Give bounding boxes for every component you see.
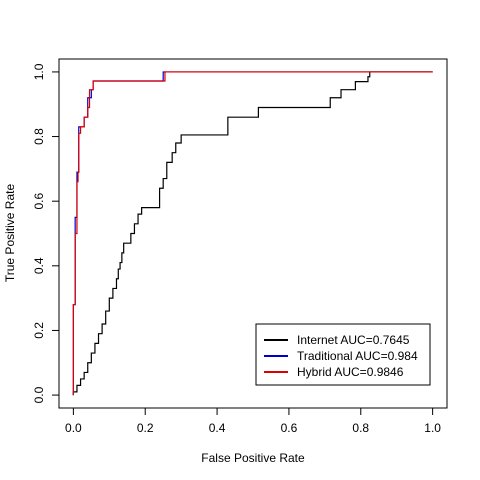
x-tick-label: 0.6: [281, 421, 298, 435]
y-tick-label: 0.4: [32, 257, 46, 274]
legend-label: Hybrid AUC=0.9846: [297, 365, 404, 379]
x-tick-label: 0.4: [209, 421, 226, 435]
legend-label: Internet AUC=0.7645: [297, 333, 410, 347]
x-tick-label: 1.0: [424, 421, 441, 435]
y-tick-label: 0.8: [32, 128, 46, 145]
x-axis: 0.0 0.2 0.4 0.6 0.8 1.0: [65, 408, 441, 435]
series-line-1: [72, 71, 433, 396]
legend-box: [255, 323, 431, 386]
x-tick-label: 0.2: [137, 421, 154, 435]
x-tick-label: 0.0: [65, 421, 82, 435]
legend: Internet AUC=0.7645 Traditional AUC=0.984…: [255, 323, 431, 386]
plot-box: [58, 58, 448, 409]
y-tick-label: 0.6: [32, 193, 46, 210]
y-tick-label: 1.0: [32, 63, 46, 80]
y-axis-title: True Positive Rate: [3, 184, 17, 283]
legend-entries: Internet AUC=0.7645 Traditional AUC=0.984…: [264, 333, 418, 379]
series-line-3: [72, 71, 433, 396]
y-axis: 0.0 0.2 0.4 0.6 0.8 1.0: [32, 63, 59, 403]
x-tick-label: 0.8: [352, 421, 369, 435]
series-layer: [72, 71, 433, 396]
legend-label: Traditional AUC=0.984: [297, 349, 418, 363]
y-tick-label: 0.2: [32, 322, 46, 339]
x-axis-title: False Positive Rate: [201, 451, 305, 465]
y-tick-label: 0.0: [32, 386, 46, 403]
